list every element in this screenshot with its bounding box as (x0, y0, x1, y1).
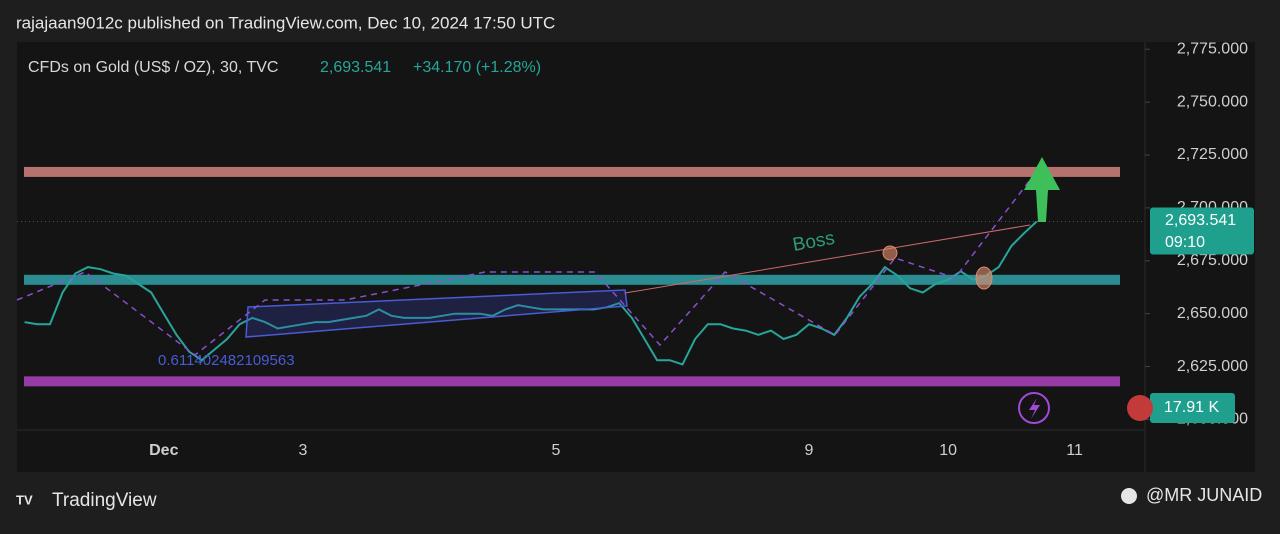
countdown: 09:10 (1165, 234, 1205, 251)
fb-icon (1121, 488, 1137, 504)
chart-panel (17, 42, 1255, 472)
price-badge-text: 2,693.541 (1165, 212, 1236, 229)
x-tick-label: 3 (298, 442, 307, 459)
level-zone (24, 166, 1120, 177)
price-badge (1150, 207, 1254, 255)
x-tick-label: 5 (551, 442, 560, 459)
channel (245, 289, 628, 338)
volume-badge (1150, 393, 1235, 423)
marker (882, 245, 898, 261)
brand: TradingView (52, 490, 157, 511)
lightning (1029, 398, 1040, 419)
publisher: rajajaan9012c published on TradingView.c… (16, 13, 555, 32)
y-tick-label: 2,675.000 (1177, 252, 1248, 269)
x-tick-label: 11 (1066, 442, 1083, 459)
up-arrow (1024, 157, 1060, 222)
author: @MR JUNAID (1146, 485, 1262, 505)
trend-line (624, 224, 1031, 294)
symbol: CFDs on Gold (US$ / OZ), 30, TVC (28, 59, 278, 76)
x-tick-label: 10 (939, 442, 957, 459)
level-zone (24, 274, 1120, 285)
last-price: 2,693.541 (320, 59, 391, 76)
lightning-icon[interactable] (1018, 392, 1050, 424)
y-tick-label: 2,625.000 (1177, 358, 1248, 375)
flag-icon (1127, 395, 1153, 421)
logo: TV (16, 492, 33, 507)
y-tick-label: 2,775.000 (1177, 40, 1248, 57)
volume-badge-text: 17.91 K (1164, 399, 1219, 416)
fib-label: 0.611402482109563 (158, 352, 295, 369)
badges: 2,693.541 09:10 17.91 K (1127, 207, 1254, 423)
y-tick-label: 2,750.000 (1177, 93, 1248, 110)
marker (975, 266, 993, 290)
x-tick-label: 9 (804, 442, 813, 459)
y-tick-label: 2,650.000 (1177, 305, 1248, 322)
y-tick-label: 2,725.000 (1177, 146, 1248, 163)
level-zone (24, 376, 1120, 387)
zigzag (16, 179, 1031, 356)
x-tick-label: Dec (149, 442, 178, 459)
change: +34.170 (+1.28%) (413, 59, 541, 76)
